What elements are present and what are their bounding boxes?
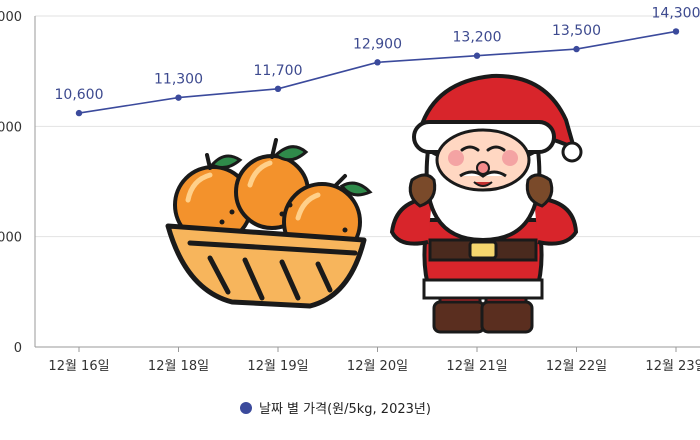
x-axis: 12월 16일 12월 18일 12월 19일 12월 20일 12월 21일 12월 2… bbox=[48, 347, 700, 374]
y-axis: 0 5,000 10,000 15,000 bbox=[0, 10, 36, 356]
legend-label: 날짜 별 가격(원/5kg, 2023년) bbox=[259, 402, 431, 417]
legend-marker bbox=[240, 402, 252, 414]
x-tick-label: 12월 23일 bbox=[645, 359, 700, 374]
y-tick-label: 15,000 bbox=[0, 10, 22, 25]
data-point bbox=[374, 59, 381, 66]
data-point bbox=[672, 28, 680, 35]
data-label: 13,500 bbox=[552, 23, 601, 39]
data-label: 11,700 bbox=[254, 63, 303, 79]
data-point bbox=[573, 45, 580, 53]
x-tick-label: 12월 18일 bbox=[148, 359, 209, 374]
data-point bbox=[274, 85, 282, 93]
legend: 날짜 별 가격(원/5kg, 2023년) bbox=[240, 402, 431, 417]
data-point bbox=[473, 52, 481, 59]
x-tick-label: 12월 22일 bbox=[546, 359, 607, 374]
data-labels: 10,600 11,300 11,700 12,900 13,200 13,500 14,3… bbox=[55, 5, 700, 103]
data-label: 11,300 bbox=[154, 72, 203, 88]
data-label: 14,300 bbox=[652, 5, 700, 21]
y-tick-label: 10,000 bbox=[0, 120, 22, 135]
x-tick-label: 12월 16일 bbox=[48, 359, 109, 374]
x-tick-label: 12월 20일 bbox=[347, 359, 408, 374]
data-label: 10,600 bbox=[55, 87, 104, 103]
y-tick-label: 0 bbox=[14, 341, 22, 356]
data-label: 12,900 bbox=[353, 36, 402, 52]
x-tick-label: 12월 21일 bbox=[446, 359, 507, 374]
x-tick-label: 12월 19일 bbox=[247, 359, 308, 374]
data-label: 13,200 bbox=[453, 30, 502, 46]
tangerine-basket-illustration bbox=[165, 138, 373, 309]
data-point bbox=[75, 109, 83, 117]
data-point bbox=[175, 94, 182, 101]
y-tick-label: 5,000 bbox=[0, 231, 22, 246]
grid-lines bbox=[35, 15, 700, 348]
santa-claus-illustration bbox=[389, 73, 583, 334]
data-points bbox=[75, 28, 680, 117]
